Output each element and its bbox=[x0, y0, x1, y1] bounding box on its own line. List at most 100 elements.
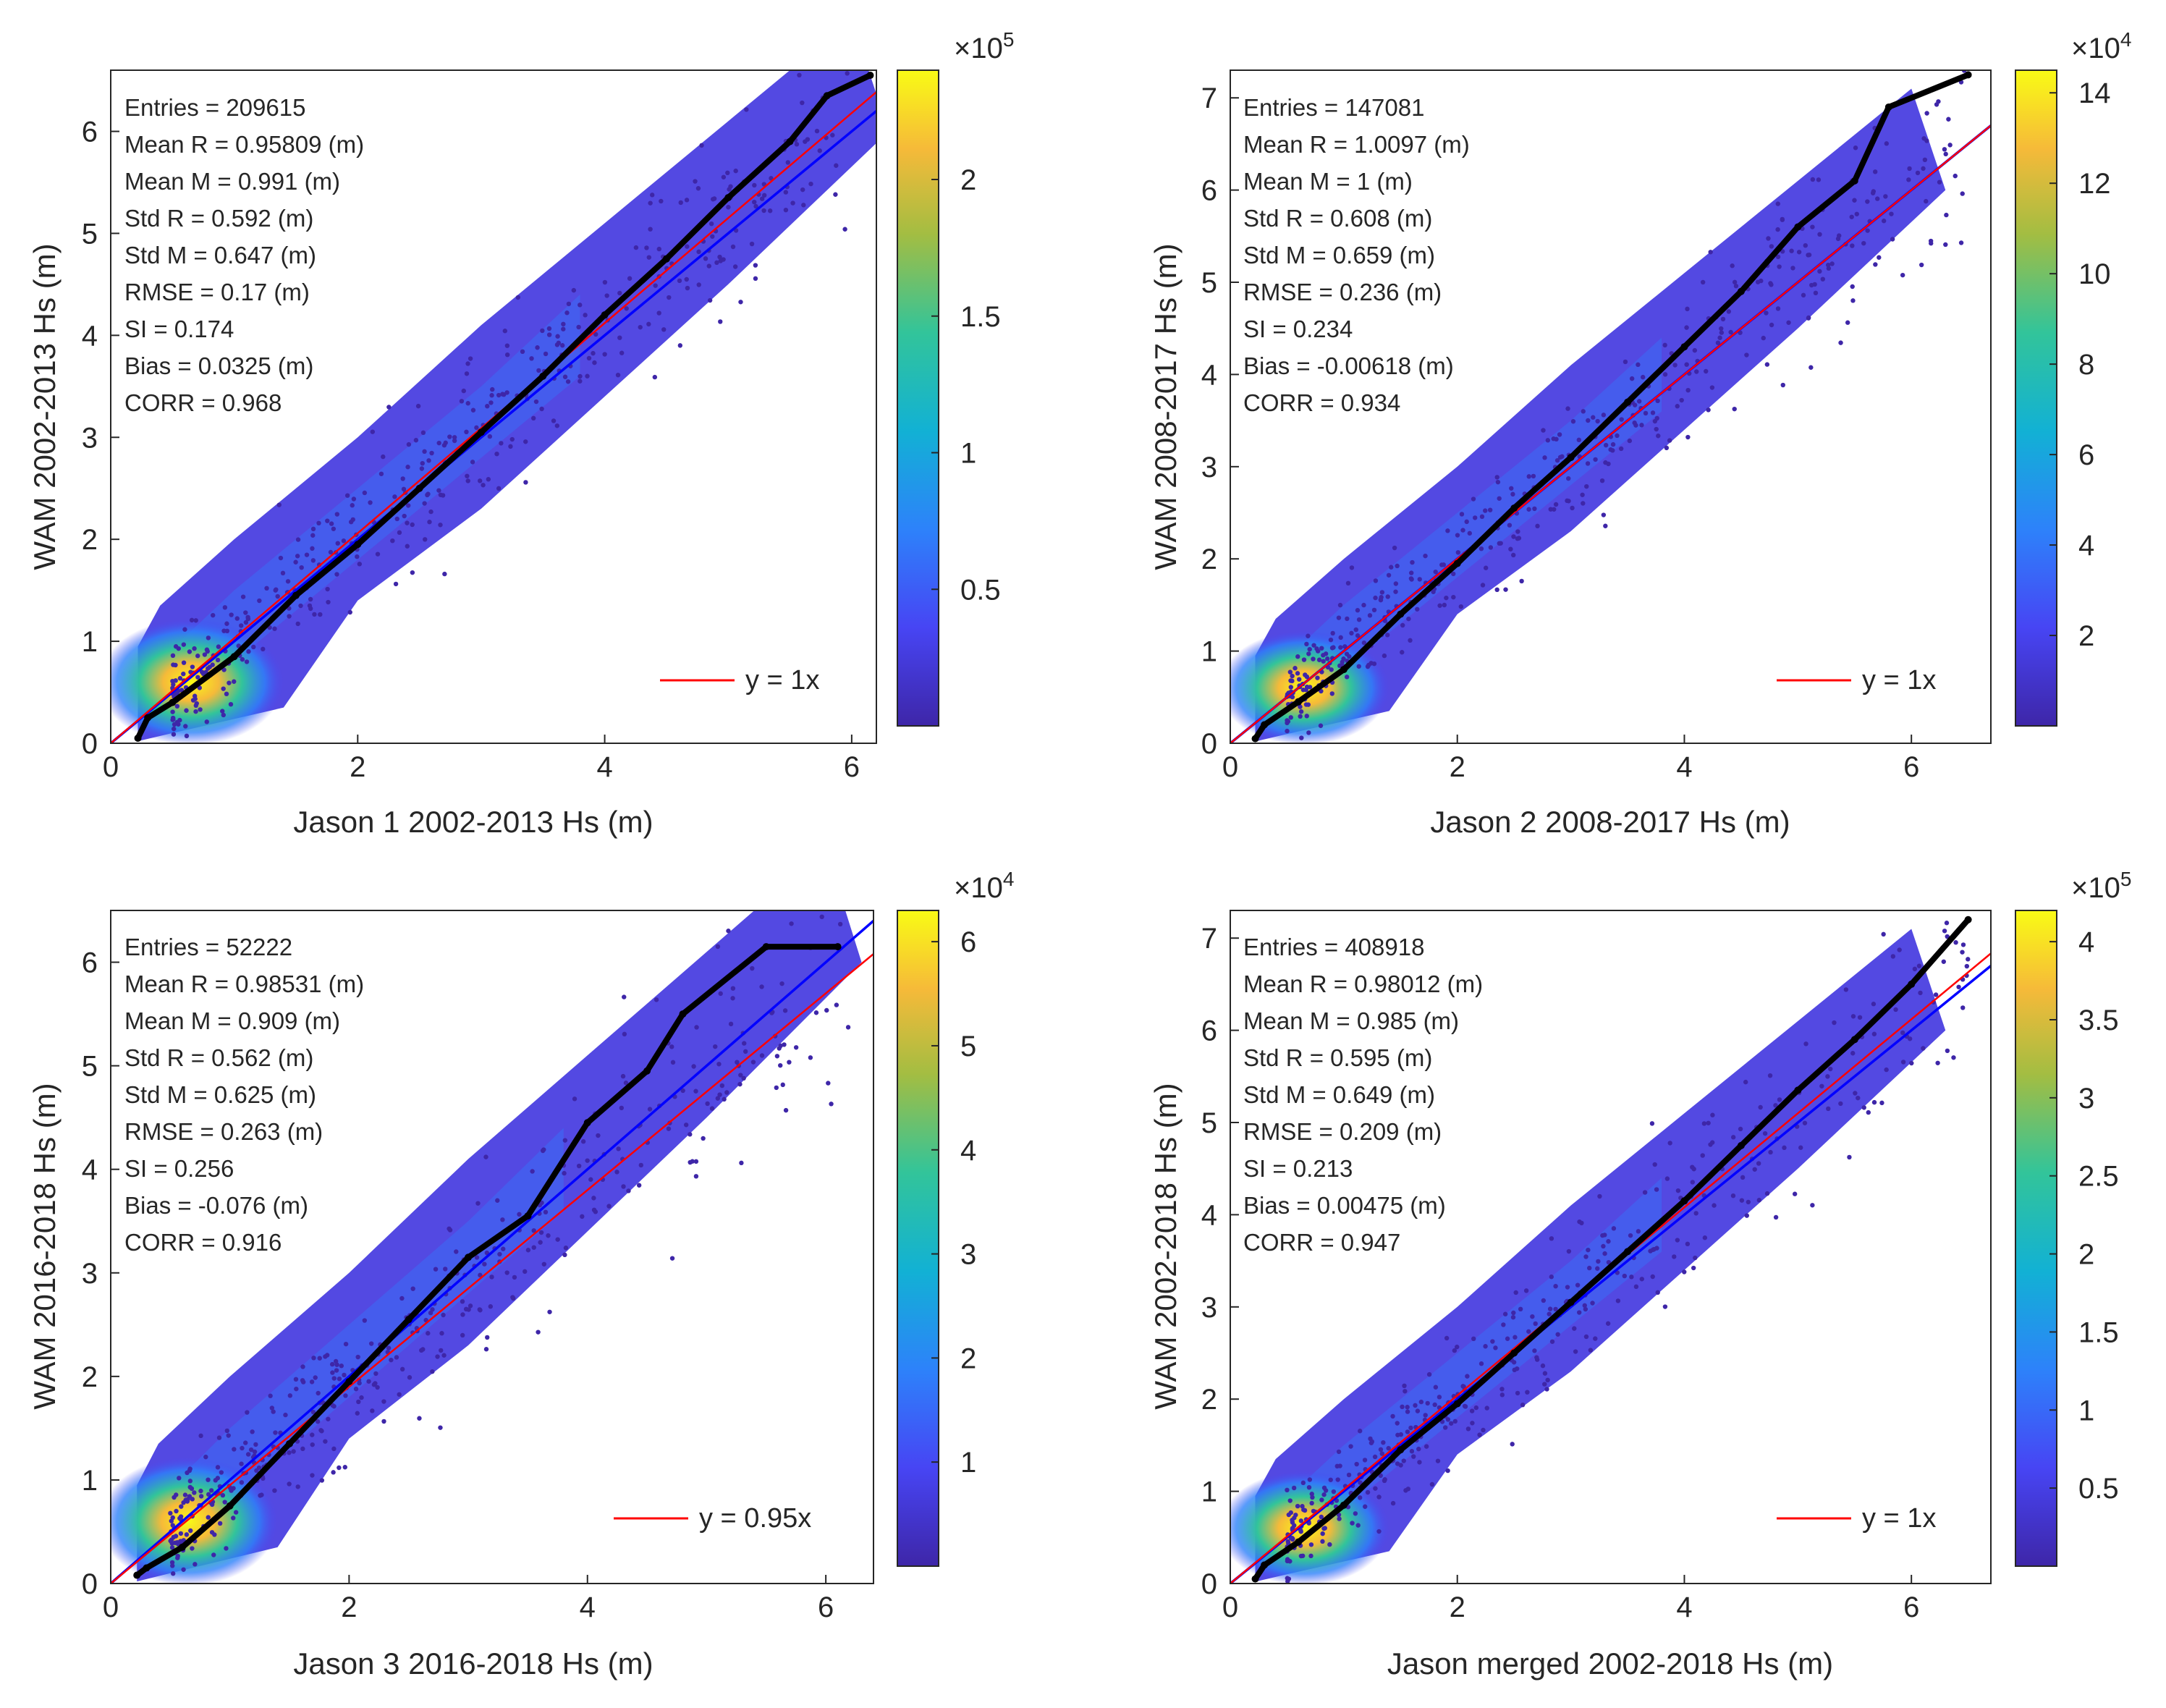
scatter-point bbox=[1906, 177, 1911, 182]
plot-frame-top-right bbox=[1230, 69, 1992, 744]
scatter-point bbox=[1483, 508, 1488, 513]
scatter-point bbox=[1893, 1007, 1898, 1012]
scatter-point bbox=[619, 350, 625, 355]
scatter-point bbox=[1288, 715, 1293, 720]
scatter-point bbox=[300, 1364, 305, 1369]
qq-point bbox=[1794, 223, 1802, 231]
scatter-point bbox=[725, 170, 730, 176]
scatter-point bbox=[1336, 1449, 1342, 1455]
scatter-point bbox=[554, 342, 560, 347]
scatter-point bbox=[1576, 1310, 1582, 1315]
scatter-point bbox=[1767, 1073, 1773, 1078]
scatter-point bbox=[1309, 1500, 1314, 1506]
scatter-point bbox=[718, 258, 723, 263]
colorbar-tick-label: 2 bbox=[2078, 620, 2094, 652]
scatter-point bbox=[310, 1442, 315, 1447]
scatter-point bbox=[1865, 199, 1870, 204]
scatter-point bbox=[711, 196, 717, 201]
scatter-point bbox=[1701, 1121, 1707, 1126]
scatter-point bbox=[790, 200, 795, 206]
scatter-point bbox=[1548, 507, 1553, 512]
scatter-point bbox=[1606, 461, 1611, 467]
scatter-point bbox=[1924, 198, 1929, 204]
scatter-point bbox=[701, 1136, 706, 1141]
scatter-point bbox=[1764, 362, 1770, 367]
scatter-point bbox=[1936, 99, 1941, 104]
scatter-point bbox=[1319, 1514, 1324, 1520]
scatter-point bbox=[562, 1138, 568, 1143]
scatter-point bbox=[1743, 1079, 1748, 1085]
scatter-point bbox=[1373, 595, 1378, 601]
scatter-point bbox=[171, 682, 176, 688]
scatter-point bbox=[198, 1494, 204, 1499]
scatter-point bbox=[647, 1107, 653, 1112]
scatter-point bbox=[1566, 1248, 1572, 1254]
colorbar-exponent: ×104 bbox=[2071, 28, 2131, 64]
scatter-point bbox=[171, 726, 177, 732]
scatter-point bbox=[226, 1433, 231, 1438]
scatter-point bbox=[787, 1060, 792, 1065]
scatter-point bbox=[1762, 1130, 1768, 1136]
qq-point bbox=[724, 194, 732, 202]
scatter-point bbox=[170, 709, 175, 714]
stats-box-bottom-left: Entries = 52222 Mean R = 0.98531 (m) Mea… bbox=[124, 934, 364, 1256]
scatter-point bbox=[1319, 1497, 1324, 1502]
scatter-point bbox=[298, 603, 303, 609]
colorbar-tick-label: 8 bbox=[2078, 349, 2094, 381]
x-axis-label: Jason 3 2016-2018 Hs (m) bbox=[293, 1646, 653, 1680]
scatter-point bbox=[684, 198, 690, 203]
scatter-point bbox=[683, 1123, 689, 1128]
colorbar-bottom-left bbox=[897, 910, 939, 1567]
scatter-point bbox=[224, 1546, 229, 1551]
stats-box-top-right: Entries = 147081 Mean R = 1.0097 (m) Mea… bbox=[1243, 94, 1470, 416]
scatter-point bbox=[648, 200, 653, 206]
legend-top-left: y = 1x bbox=[660, 665, 819, 696]
scatter-point bbox=[1816, 177, 1822, 182]
scatter-point bbox=[285, 579, 291, 584]
scatter-point bbox=[422, 501, 427, 506]
scatter-point bbox=[1290, 673, 1295, 679]
y-tick-label: 0 bbox=[1201, 1568, 1217, 1600]
scatter-point bbox=[181, 671, 186, 677]
scatter-point bbox=[829, 1102, 834, 1107]
scatter-point bbox=[1782, 1145, 1787, 1151]
scatter-point bbox=[1353, 1511, 1358, 1516]
scatter-point bbox=[195, 675, 200, 680]
scatter-point bbox=[1803, 1041, 1808, 1047]
scatter-point bbox=[243, 610, 248, 615]
scatter-point bbox=[730, 986, 736, 991]
scatter-point bbox=[1386, 1445, 1391, 1451]
colorbar-tick-label: 4 bbox=[2078, 530, 2094, 562]
scatter-point bbox=[1513, 1290, 1518, 1295]
scatter-point bbox=[1398, 1463, 1403, 1468]
scatter-point bbox=[1510, 1442, 1515, 1447]
scatter-point bbox=[1639, 423, 1644, 428]
scatter-point bbox=[273, 1430, 278, 1435]
scatter-point bbox=[517, 1212, 522, 1217]
scatter-point bbox=[1664, 445, 1670, 451]
scatter-point bbox=[1311, 1508, 1316, 1514]
axis-ticks-bottom-right: 0 2 4 6 0 1 2 3 4 5 6 7 bbox=[1201, 923, 1920, 1623]
scatter-point bbox=[1601, 1243, 1606, 1249]
scatter-point bbox=[1752, 1167, 1757, 1172]
scatter-point bbox=[617, 290, 622, 296]
qq-point bbox=[405, 1316, 413, 1324]
scatter-point bbox=[213, 1478, 218, 1483]
scatter-point bbox=[1547, 1311, 1552, 1316]
scatter-point bbox=[1311, 643, 1316, 648]
scatter-point bbox=[1306, 651, 1311, 656]
scatter-point bbox=[707, 297, 713, 303]
scatter-point bbox=[797, 72, 802, 78]
density-inner bbox=[146, 1128, 564, 1563]
scatter-point bbox=[441, 1353, 447, 1358]
qq-point bbox=[762, 943, 770, 951]
scatter-point bbox=[1706, 407, 1711, 413]
scatter-point bbox=[715, 1096, 721, 1101]
scatter-point bbox=[1951, 1055, 1956, 1060]
scatter-point bbox=[1597, 1193, 1602, 1199]
scatter-point bbox=[1523, 1288, 1529, 1293]
scatter-point bbox=[710, 234, 715, 239]
scatter-point bbox=[1708, 250, 1713, 255]
scatter-point bbox=[275, 593, 280, 599]
scatter-point bbox=[728, 1021, 734, 1027]
